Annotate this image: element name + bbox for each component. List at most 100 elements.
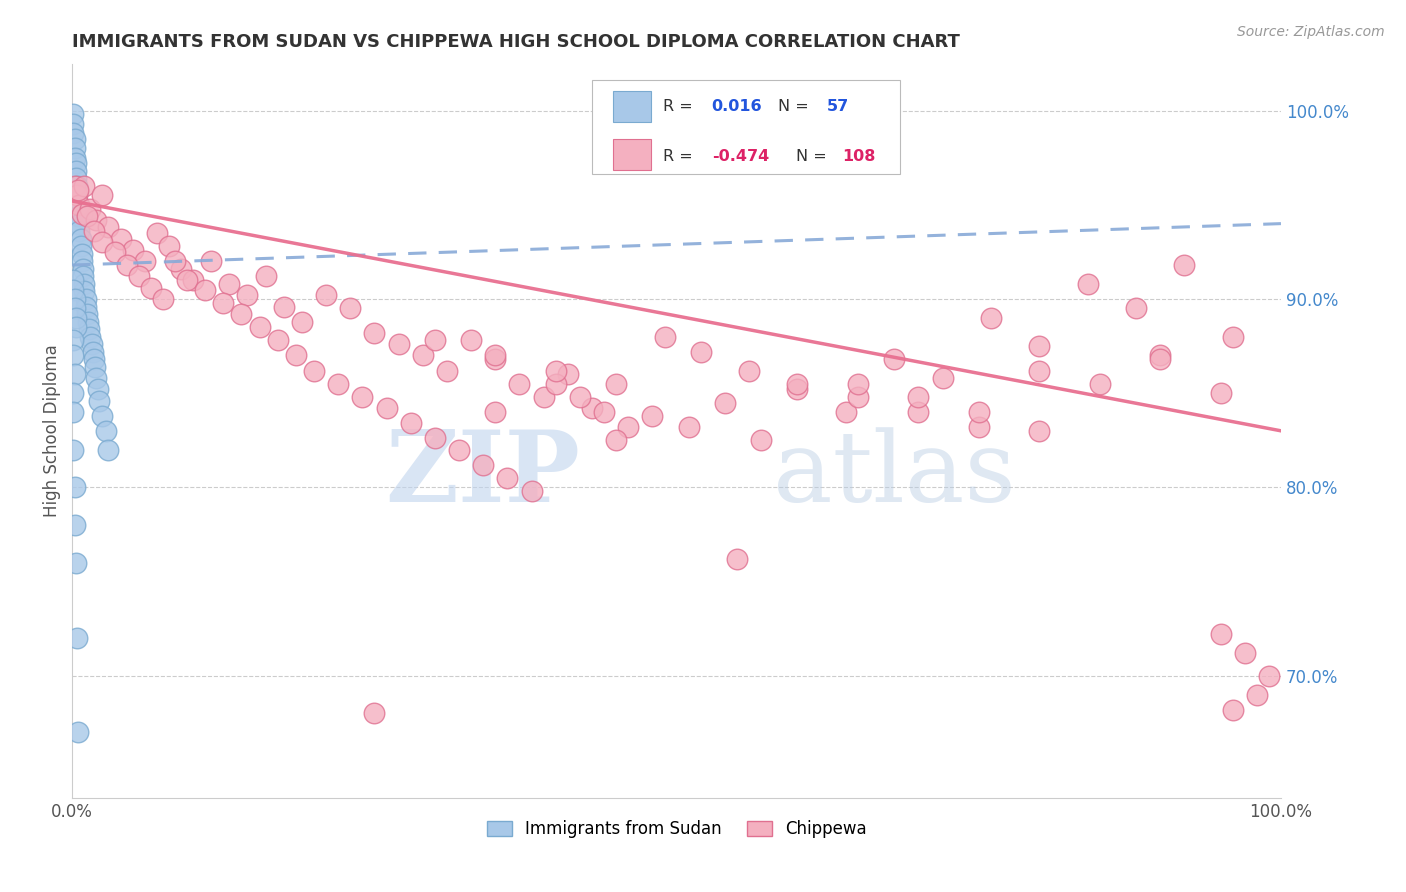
Point	[170, 261, 193, 276]
Point	[605, 434, 627, 448]
Point	[291, 315, 314, 329]
Point	[568, 390, 591, 404]
Point	[65, 556, 87, 570]
Point	[67, 202, 90, 216]
Point	[63, 178, 86, 193]
Point	[69, 232, 91, 246]
Point	[315, 288, 337, 302]
Point	[97, 442, 120, 457]
Point	[62, 273, 84, 287]
Text: Source: ZipAtlas.com: Source: ZipAtlas.com	[1237, 25, 1385, 39]
Point	[749, 434, 772, 448]
Point	[484, 352, 506, 367]
Point	[581, 401, 603, 416]
Point	[1246, 688, 1268, 702]
Point	[66, 631, 89, 645]
Point	[1222, 329, 1244, 343]
Point	[557, 368, 579, 382]
Point	[91, 188, 114, 202]
Text: ZIP: ZIP	[385, 426, 579, 524]
Point	[146, 226, 169, 240]
Point	[738, 363, 761, 377]
Point	[436, 363, 458, 377]
Point	[65, 164, 87, 178]
Point	[302, 363, 325, 377]
Point	[62, 334, 84, 348]
Point	[139, 280, 162, 294]
Point	[86, 383, 108, 397]
Point	[883, 352, 905, 367]
Point	[544, 363, 567, 377]
Point	[73, 178, 96, 193]
Point	[1149, 352, 1171, 367]
Point	[69, 224, 91, 238]
Point	[110, 232, 132, 246]
Point	[62, 107, 84, 121]
Text: R =: R =	[664, 149, 693, 164]
FancyBboxPatch shape	[592, 79, 900, 174]
Point	[157, 239, 180, 253]
Point	[66, 188, 89, 202]
Point	[70, 246, 93, 260]
Point	[273, 300, 295, 314]
Point	[236, 288, 259, 302]
Point	[134, 254, 156, 268]
Point	[77, 322, 100, 336]
Point	[69, 217, 91, 231]
Point	[63, 141, 86, 155]
Point	[835, 405, 858, 419]
Point	[1088, 376, 1111, 391]
Point	[66, 194, 89, 208]
Point	[641, 409, 664, 423]
Point	[484, 349, 506, 363]
Point	[907, 405, 929, 419]
Point	[605, 376, 627, 391]
Text: 108: 108	[842, 149, 876, 164]
Point	[62, 405, 84, 419]
Point	[83, 352, 105, 367]
Text: IMMIGRANTS FROM SUDAN VS CHIPPEWA HIGH SCHOOL DIPLOMA CORRELATION CHART: IMMIGRANTS FROM SUDAN VS CHIPPEWA HIGH S…	[72, 33, 960, 51]
Point	[980, 310, 1002, 325]
Point	[423, 431, 446, 445]
Point	[94, 424, 117, 438]
Point	[1173, 258, 1195, 272]
Point	[387, 337, 409, 351]
Point	[62, 349, 84, 363]
Point	[689, 344, 711, 359]
Point	[907, 390, 929, 404]
Point	[115, 258, 138, 272]
Point	[72, 261, 94, 276]
Point	[80, 337, 103, 351]
Point	[1149, 349, 1171, 363]
Text: N =: N =	[778, 99, 808, 114]
Point	[63, 151, 86, 165]
Point	[76, 209, 98, 223]
Point	[544, 376, 567, 391]
Point	[63, 292, 86, 306]
Point	[654, 329, 676, 343]
Point	[70, 254, 93, 268]
Point	[472, 458, 495, 472]
Point	[73, 285, 96, 299]
Point	[520, 484, 543, 499]
Point	[617, 420, 640, 434]
Point	[70, 207, 93, 221]
Y-axis label: High School Diploma: High School Diploma	[44, 344, 60, 517]
Point	[181, 273, 204, 287]
Point	[931, 371, 953, 385]
Text: -0.474: -0.474	[711, 149, 769, 164]
Point	[1209, 386, 1232, 401]
Point	[846, 376, 869, 391]
Point	[714, 395, 737, 409]
Point	[63, 368, 86, 382]
Point	[82, 344, 104, 359]
Point	[1028, 363, 1050, 377]
Point	[84, 359, 107, 374]
Point	[1028, 339, 1050, 353]
Point	[496, 471, 519, 485]
Point	[593, 405, 616, 419]
Text: 57: 57	[827, 99, 849, 114]
Point	[967, 420, 990, 434]
Point	[352, 390, 374, 404]
Text: N =: N =	[796, 149, 827, 164]
